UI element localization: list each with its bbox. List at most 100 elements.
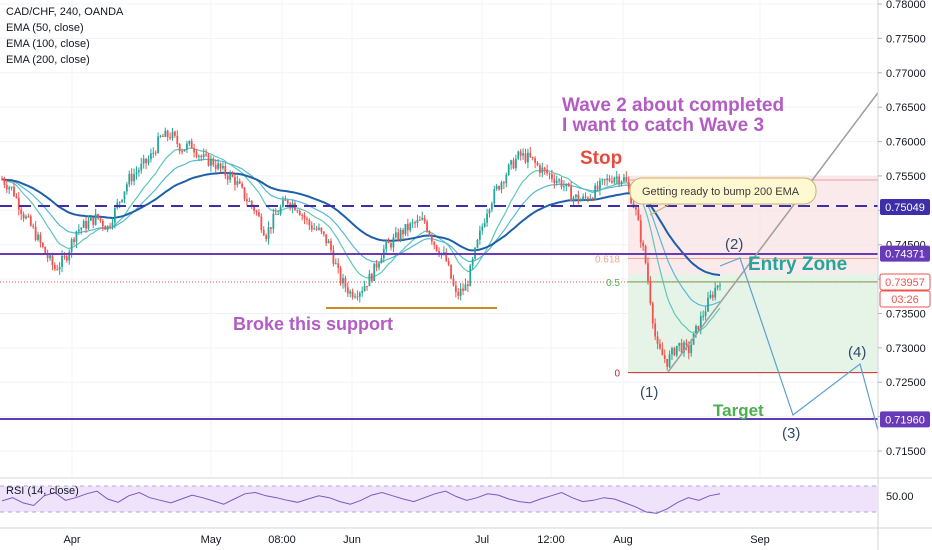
candle-body — [198, 155, 200, 157]
candle-body — [73, 239, 75, 242]
candle-body — [61, 255, 63, 267]
candle-body — [423, 217, 426, 222]
price-label-text: 0.71960 — [885, 414, 925, 426]
candle-body — [606, 178, 609, 181]
candle-body — [330, 240, 332, 251]
price-label-text: 0.73957 — [885, 277, 925, 289]
wave-title-line1: Wave 2 about completed — [562, 95, 784, 116]
candle-body — [94, 213, 97, 225]
candle-body — [332, 250, 335, 264]
candle-body — [222, 165, 224, 169]
price-scale-bg — [878, 0, 932, 478]
wave-projection[interactable] — [719, 257, 881, 439]
candle-body — [147, 159, 150, 164]
candle-body — [344, 278, 347, 288]
candle-body — [707, 297, 709, 312]
candle-body — [627, 181, 630, 189]
candle-body — [587, 197, 589, 200]
price-tick: 0.78000 — [886, 0, 926, 11]
candle-body — [591, 198, 594, 200]
candle-body — [320, 227, 323, 232]
price-tick: 0.77000 — [886, 68, 926, 80]
candle-body — [447, 261, 450, 265]
candle-body — [486, 213, 488, 223]
candle-body — [8, 187, 11, 190]
candle-body — [575, 194, 577, 198]
candle-body — [89, 217, 92, 221]
candle-body — [274, 213, 277, 215]
candle-body — [596, 185, 599, 190]
fib-label: 1 — [614, 176, 620, 187]
candle-body — [272, 213, 275, 229]
candle-body — [411, 222, 414, 224]
candle-body — [49, 255, 51, 259]
candle-body — [366, 285, 368, 287]
candle-body — [368, 273, 371, 287]
candle-body — [219, 163, 222, 169]
candle-body — [123, 191, 126, 200]
candle-body — [241, 183, 244, 188]
ema50-legend[interactable]: EMA (50, close) — [6, 22, 84, 34]
candle-body — [130, 173, 133, 182]
trendline-upper[interactable] — [667, 89, 881, 373]
candle-body — [445, 252, 448, 262]
candle-body — [260, 216, 263, 231]
candle-body — [51, 255, 54, 265]
wave-2-label: (2) — [725, 236, 743, 253]
candle-body — [80, 227, 83, 230]
candle-body — [82, 220, 85, 228]
candle-body — [306, 218, 308, 220]
candle-body — [551, 174, 553, 180]
candle-body — [599, 180, 601, 190]
candle-body — [142, 158, 145, 164]
candle-body — [678, 342, 681, 346]
candle-body — [159, 135, 162, 137]
candle-body — [356, 296, 359, 298]
candle-body — [498, 186, 500, 190]
candle-body — [704, 311, 707, 316]
candle-body — [433, 241, 436, 246]
candle-body — [464, 284, 467, 291]
ema200-legend[interactable]: EMA (200, close) — [6, 54, 90, 66]
candle-body — [675, 345, 678, 356]
candle-body — [176, 135, 179, 144]
candle-body — [711, 294, 714, 298]
candle-body — [104, 226, 107, 230]
candle-body — [490, 203, 493, 210]
candle-body — [207, 154, 210, 166]
ema100-legend[interactable]: EMA (100, close) — [6, 38, 90, 50]
time-tick: Jul — [475, 534, 489, 546]
candle-body — [699, 316, 702, 330]
candle-body — [152, 152, 155, 154]
candle-body — [231, 173, 234, 177]
candle-body — [531, 156, 534, 159]
candle-body — [594, 185, 597, 200]
callout-200-ema[interactable]: Getting ready to bump 200 EMA — [629, 177, 817, 216]
candle-body — [193, 148, 196, 153]
candle-body — [77, 229, 80, 232]
stop-label: Stop — [580, 148, 622, 169]
candle-body — [296, 210, 299, 212]
symbol-legend[interactable]: CAD/CHF, 240, OANDA — [6, 6, 124, 18]
price-tick: 0.72500 — [886, 377, 926, 389]
chart-legend: CAD/CHF, 240, OANDA EMA (50, close) EMA … — [6, 4, 123, 68]
price-tick: 0.75500 — [886, 171, 926, 183]
candle-body — [354, 296, 356, 298]
candle-body — [229, 173, 232, 180]
wave-3-label: (3) — [782, 425, 800, 442]
candle-body — [298, 211, 301, 216]
candle-body — [65, 256, 68, 261]
candle-body — [27, 216, 30, 218]
candle-body — [166, 130, 169, 138]
candle-body — [570, 186, 573, 202]
candle-body — [603, 179, 606, 181]
candle-body — [656, 336, 659, 344]
candle-body — [205, 154, 208, 156]
time-axis-ticks: Apr May 08:00 Jun Jul 12:00 Aug Sep — [63, 534, 769, 546]
candle-body — [714, 287, 717, 298]
candle-body — [13, 186, 15, 197]
candle-body — [426, 221, 428, 232]
candle-body — [507, 164, 510, 175]
wave-title-line2: I want to catch Wave 3 — [562, 115, 764, 136]
